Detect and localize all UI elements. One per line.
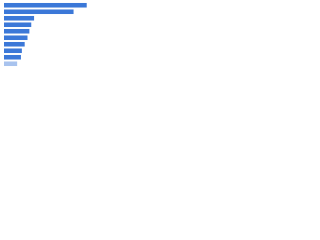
bar bbox=[4, 2, 87, 8]
bar bbox=[4, 15, 35, 21]
bar bbox=[4, 28, 30, 34]
bar bbox=[4, 35, 28, 41]
bar bbox=[4, 54, 21, 60]
bar bbox=[4, 41, 25, 47]
chart bbox=[4, 2, 87, 67]
bar bbox=[4, 9, 74, 15]
bar bbox=[4, 48, 22, 54]
bar bbox=[4, 61, 18, 67]
bar bbox=[4, 22, 32, 28]
page: (() => { const data = JSON.parse(documen… bbox=[0, 0, 100, 71]
